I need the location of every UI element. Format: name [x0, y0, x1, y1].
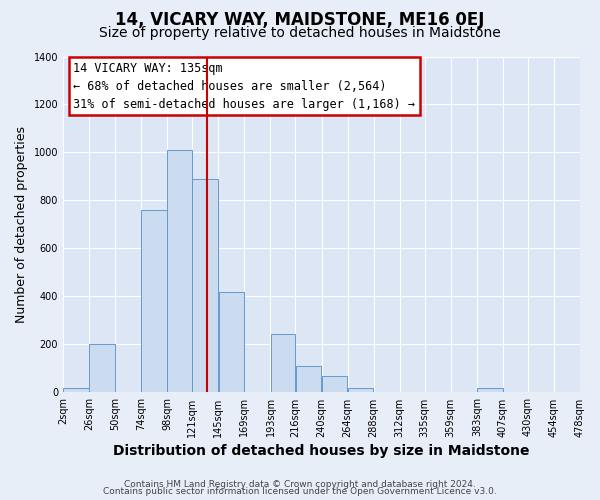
Text: 14, VICARY WAY, MAIDSTONE, ME16 0EJ: 14, VICARY WAY, MAIDSTONE, ME16 0EJ: [115, 11, 485, 29]
Bar: [271, 334, 295, 392]
Text: Contains public sector information licensed under the Open Government Licence v3: Contains public sector information licen…: [103, 487, 497, 496]
Text: 14 VICARY WAY: 135sqm
← 68% of detached houses are smaller (2,564)
31% of semi-d: 14 VICARY WAY: 135sqm ← 68% of detached …: [73, 62, 415, 110]
Bar: [218, 292, 244, 392]
Text: Size of property relative to detached houses in Maidstone: Size of property relative to detached ho…: [99, 26, 501, 40]
Bar: [477, 388, 503, 392]
Bar: [348, 388, 373, 392]
Text: Contains HM Land Registry data © Crown copyright and database right 2024.: Contains HM Land Registry data © Crown c…: [124, 480, 476, 489]
Bar: [296, 366, 322, 392]
Bar: [63, 388, 89, 392]
Bar: [322, 376, 347, 392]
Bar: [193, 179, 218, 392]
Y-axis label: Number of detached properties: Number of detached properties: [15, 126, 28, 323]
Bar: [167, 150, 192, 392]
Bar: [89, 344, 115, 393]
Bar: [142, 210, 167, 392]
X-axis label: Distribution of detached houses by size in Maidstone: Distribution of detached houses by size …: [113, 444, 530, 458]
